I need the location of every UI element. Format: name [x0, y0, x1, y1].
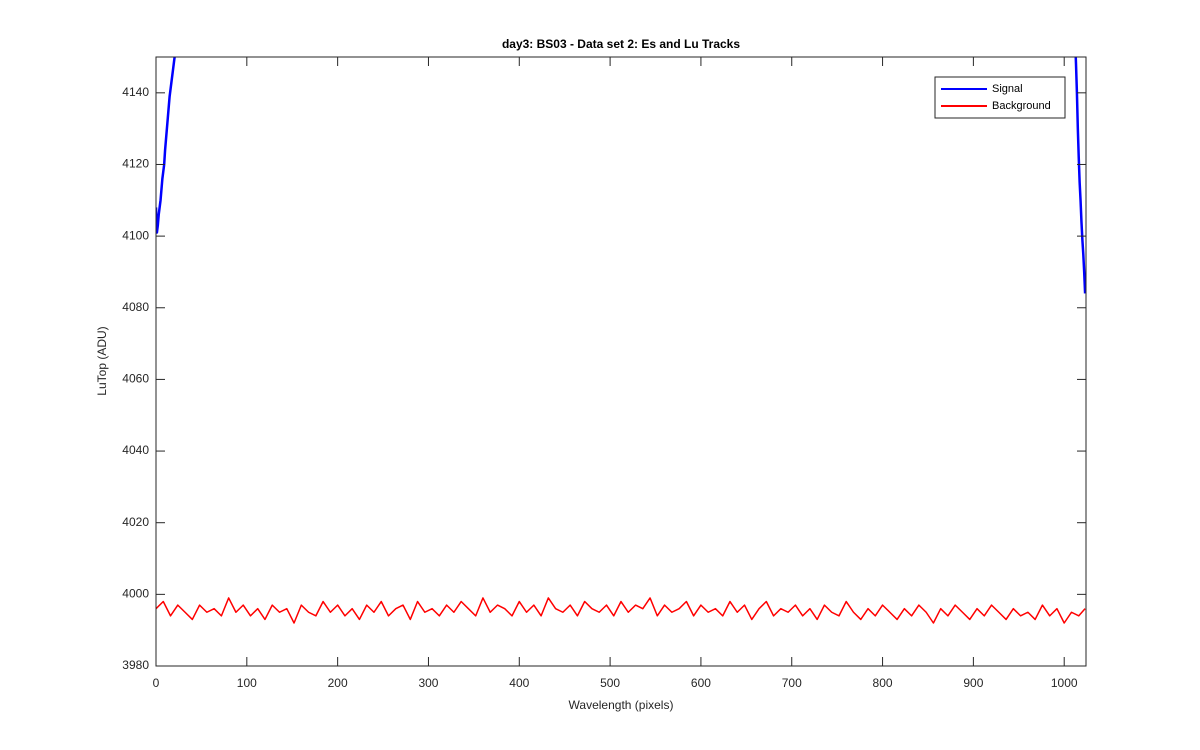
- x-tick-label: 200: [328, 676, 348, 690]
- x-tick-label: 0: [153, 676, 160, 690]
- x-tick-label: 500: [600, 676, 620, 690]
- legend-label: Background: [992, 100, 1051, 112]
- y-tick-label: 4040: [122, 443, 149, 457]
- legend-box: [934, 76, 1066, 119]
- y-tick-label: 4020: [122, 515, 149, 529]
- y-axis-label: LuTop (ADU): [95, 326, 109, 395]
- y-tick-label: 3980: [122, 658, 149, 672]
- y-tick-label: 4100: [122, 228, 149, 242]
- x-tick-label: 400: [509, 676, 529, 690]
- x-axis-label: Wavelength (pixels): [569, 698, 674, 712]
- x-tick-label: 300: [418, 676, 438, 690]
- x-tick-label: 100: [237, 676, 257, 690]
- legend-label: Signal: [992, 83, 1023, 95]
- x-tick-label: 800: [873, 676, 893, 690]
- y-tick-label: 4000: [122, 587, 149, 601]
- x-tick-label: 700: [782, 676, 802, 690]
- y-tick-label: 4120: [122, 157, 149, 171]
- axes-box: [155, 56, 1087, 667]
- series-line: [156, 597, 1086, 624]
- x-tick-label: 600: [691, 676, 711, 690]
- y-tick-label: 4060: [122, 372, 149, 386]
- chart-title: day3: BS03 - Data set 2: Es and Lu Track…: [502, 37, 740, 51]
- y-tick-label: 4140: [122, 85, 149, 99]
- series-line: [156, 57, 1086, 294]
- legend: Signal Background: [934, 76, 1066, 119]
- x-tick-label: 900: [963, 676, 983, 690]
- plot-area: [156, 57, 1086, 624]
- x-tick-label: 1000: [1051, 676, 1078, 690]
- y-tick-label: 4080: [122, 300, 149, 314]
